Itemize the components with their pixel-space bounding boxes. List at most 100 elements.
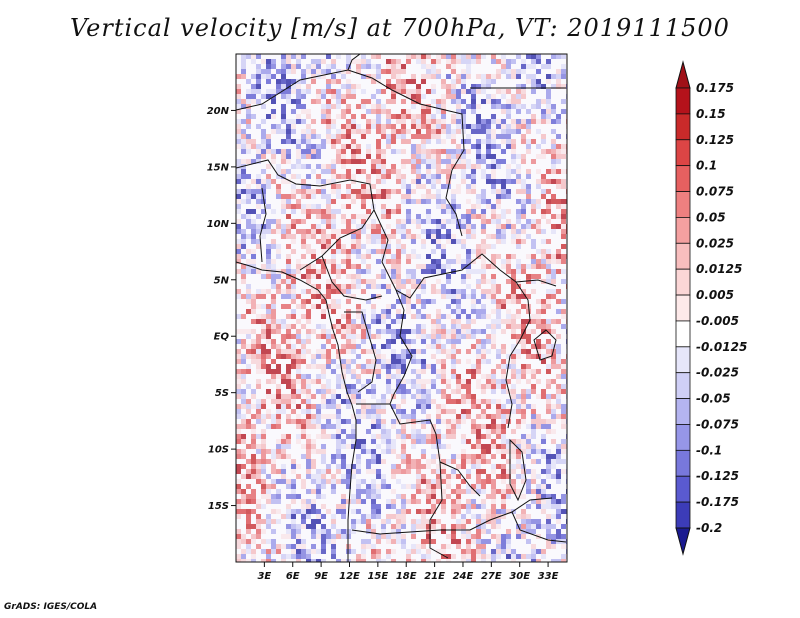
field-cell xyxy=(346,274,351,279)
field-cell xyxy=(451,334,456,339)
field-cell xyxy=(546,314,551,319)
field-cell xyxy=(331,404,336,409)
field-cell xyxy=(366,334,371,339)
field-cell xyxy=(551,139,556,144)
field-cell xyxy=(261,394,266,399)
field-cell xyxy=(531,404,536,409)
field-cell xyxy=(551,264,556,269)
field-cell xyxy=(531,169,536,174)
field-cell xyxy=(461,379,466,384)
field-cell xyxy=(241,239,246,244)
field-cell xyxy=(286,134,291,139)
field-cell xyxy=(336,304,341,309)
field-cell xyxy=(321,284,326,289)
field-cell xyxy=(331,154,336,159)
field-cell xyxy=(471,189,476,194)
field-cell xyxy=(321,419,326,424)
field-cell xyxy=(411,299,416,304)
field-cell xyxy=(496,209,501,214)
field-cell xyxy=(346,284,351,289)
field-cell xyxy=(266,154,271,159)
field-cell xyxy=(376,394,381,399)
field-cell xyxy=(421,124,426,129)
field-cell xyxy=(546,289,551,294)
field-cell xyxy=(311,314,316,319)
field-cell xyxy=(546,304,551,309)
field-cell xyxy=(501,319,506,324)
field-cell xyxy=(546,344,551,349)
field-cell xyxy=(256,244,261,249)
field-cell xyxy=(331,129,336,134)
field-cell xyxy=(296,169,301,174)
field-cell xyxy=(361,244,366,249)
field-cell xyxy=(241,229,246,234)
field-cell xyxy=(241,349,246,354)
field-cell xyxy=(416,109,421,114)
field-cell xyxy=(516,249,521,254)
field-cell xyxy=(441,164,446,169)
field-cell xyxy=(476,204,481,209)
field-cell xyxy=(466,229,471,234)
field-cell xyxy=(321,99,326,104)
field-cell xyxy=(436,59,441,64)
field-cell xyxy=(481,144,486,149)
field-cell xyxy=(481,409,486,414)
field-cell xyxy=(476,239,481,244)
field-cell xyxy=(341,244,346,249)
field-cell xyxy=(351,174,356,179)
field-cell xyxy=(361,309,366,314)
field-cell xyxy=(406,79,411,84)
field-cell xyxy=(376,134,381,139)
field-cell xyxy=(476,209,481,214)
field-cell xyxy=(311,394,316,399)
field-cell xyxy=(286,154,291,159)
field-cell xyxy=(521,369,526,374)
field-cell xyxy=(526,289,531,294)
field-cell xyxy=(236,144,241,149)
field-cell xyxy=(436,319,441,324)
field-cell xyxy=(421,59,426,64)
field-cell xyxy=(261,114,266,119)
field-cell xyxy=(306,194,311,199)
field-cell xyxy=(486,214,491,219)
field-cell xyxy=(246,244,251,249)
field-cell xyxy=(426,64,431,69)
field-cell xyxy=(416,229,421,234)
field-cell xyxy=(411,149,416,154)
field-cell xyxy=(386,109,391,114)
field-cell xyxy=(291,244,296,249)
field-cell xyxy=(376,59,381,64)
field-cell xyxy=(296,104,301,109)
field-cell xyxy=(456,64,461,69)
field-cell xyxy=(331,354,336,359)
field-cell xyxy=(256,319,261,324)
field-cell xyxy=(451,294,456,299)
field-cell xyxy=(291,379,296,384)
field-cell xyxy=(461,69,466,74)
field-cell xyxy=(536,94,541,99)
field-cell xyxy=(331,274,336,279)
field-cell xyxy=(336,99,341,104)
field-cell xyxy=(391,79,396,84)
field-cell xyxy=(421,94,426,99)
field-cell xyxy=(241,379,246,384)
field-cell xyxy=(316,344,321,349)
field-cell xyxy=(356,294,361,299)
field-cell xyxy=(286,124,291,129)
field-cell xyxy=(426,204,431,209)
field-cell xyxy=(396,264,401,269)
field-cell xyxy=(561,124,566,129)
field-cell xyxy=(506,254,511,259)
field-cell xyxy=(366,209,371,214)
field-cell xyxy=(276,114,281,119)
field-cell xyxy=(556,159,561,164)
field-cell xyxy=(476,319,481,324)
field-cell xyxy=(501,279,506,284)
field-cell xyxy=(416,139,421,144)
field-cell xyxy=(371,304,376,309)
field-cell xyxy=(521,54,526,59)
field-cell xyxy=(466,79,471,84)
field-cell xyxy=(501,269,506,274)
field-cell xyxy=(416,99,421,104)
field-cell xyxy=(286,329,291,334)
